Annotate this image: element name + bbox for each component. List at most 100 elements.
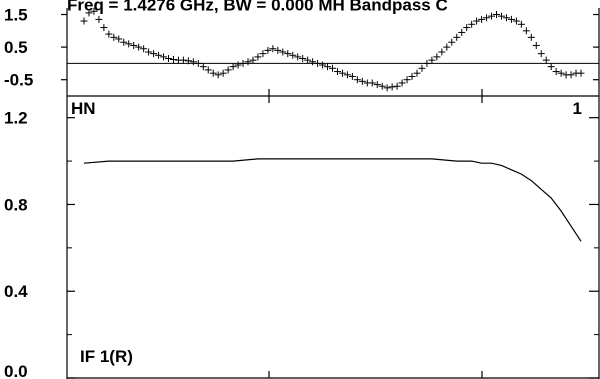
top-point <box>299 55 307 63</box>
top-point <box>309 58 317 66</box>
top-point <box>493 11 501 19</box>
top-ytick-label: 0.5 <box>4 38 28 57</box>
top-point <box>289 51 297 59</box>
top-point <box>155 51 163 59</box>
top-point <box>517 20 525 28</box>
top-point <box>512 17 520 25</box>
top-point <box>438 48 446 56</box>
top-point <box>443 43 451 51</box>
panel-label-right: 1 <box>573 99 582 118</box>
top-point <box>343 71 351 79</box>
top-point <box>279 48 287 56</box>
top-point <box>209 69 217 77</box>
top-point <box>140 45 148 53</box>
top-point <box>368 79 376 87</box>
top-point <box>532 41 540 49</box>
top-point <box>184 57 192 65</box>
top-point <box>259 50 267 58</box>
top-point <box>567 71 575 79</box>
top-point <box>448 38 456 46</box>
top-point <box>169 55 177 63</box>
top-panel: 1.5 0.5 -0.5 <box>4 6 600 103</box>
top-point <box>90 7 98 15</box>
top-ytick-label: 1.5 <box>4 6 28 25</box>
bottom-ytick-label: 0.0 <box>4 362 28 379</box>
top-point <box>254 53 262 61</box>
top-point <box>418 64 426 72</box>
bottom-panel: 1.2 0.8 0.4 0.0 HN 1 IF 1(R) <box>4 96 600 379</box>
panel-label-bottom: IF 1(R) <box>80 347 133 366</box>
top-point <box>324 63 332 71</box>
top-point <box>483 14 491 22</box>
bottom-ytick-label: 0.8 <box>4 195 28 214</box>
top-point <box>333 68 341 76</box>
top-point <box>373 81 381 89</box>
top-point <box>100 24 108 32</box>
top-point <box>130 41 138 49</box>
top-point <box>478 15 486 23</box>
top-point <box>269 45 277 53</box>
top-point <box>552 68 560 76</box>
top-point <box>219 69 227 77</box>
top-point <box>537 50 545 58</box>
top-point <box>189 58 197 66</box>
bottom-ytick-label: 1.2 <box>4 109 28 128</box>
top-point <box>497 12 505 20</box>
top-point <box>413 69 421 77</box>
top-point <box>204 66 212 74</box>
top-point <box>428 56 436 64</box>
top-point <box>314 59 322 67</box>
top-point <box>150 50 158 58</box>
top-point <box>542 56 550 64</box>
top-point <box>488 12 496 20</box>
top-point <box>388 83 396 91</box>
top-point <box>378 82 386 90</box>
top-point <box>95 15 103 23</box>
top-point <box>408 72 416 80</box>
top-point <box>249 56 257 64</box>
top-point <box>329 64 336 72</box>
top-point <box>294 53 302 61</box>
top-point <box>547 63 555 71</box>
top-point <box>199 63 207 71</box>
top-point <box>224 66 232 74</box>
top-point <box>393 82 401 90</box>
top-point <box>319 61 327 69</box>
top-point <box>453 33 461 41</box>
top-point <box>194 59 202 67</box>
top-point <box>468 20 476 28</box>
top-point <box>423 59 431 67</box>
bandpass-amplitude-line <box>83 158 582 242</box>
top-point <box>120 38 128 46</box>
top-point <box>522 27 530 35</box>
top-point <box>229 63 237 71</box>
top-point <box>135 43 143 51</box>
top-point <box>244 58 252 66</box>
top-point <box>527 33 535 41</box>
top-ytick-label: -0.5 <box>4 71 33 90</box>
top-point <box>403 76 411 84</box>
top-point <box>105 30 113 38</box>
top-point <box>383 84 391 92</box>
top-point <box>433 53 441 61</box>
top-point <box>264 46 272 54</box>
top-point <box>398 79 406 87</box>
top-point <box>338 69 346 77</box>
top-point <box>358 77 366 85</box>
top-point <box>239 59 247 67</box>
top-point <box>458 28 466 36</box>
top-point <box>214 71 222 79</box>
top-point <box>348 72 356 80</box>
top-point <box>507 15 515 23</box>
top-point <box>80 17 88 25</box>
top-point <box>110 33 118 41</box>
top-point <box>502 14 510 22</box>
top-point <box>463 24 471 32</box>
top-point <box>557 69 565 77</box>
top-point <box>179 56 187 64</box>
top-point <box>284 50 292 58</box>
top-point <box>115 35 123 43</box>
panel-label-left: HN <box>71 99 96 118</box>
bottom-ytick-label: 0.4 <box>4 282 28 301</box>
